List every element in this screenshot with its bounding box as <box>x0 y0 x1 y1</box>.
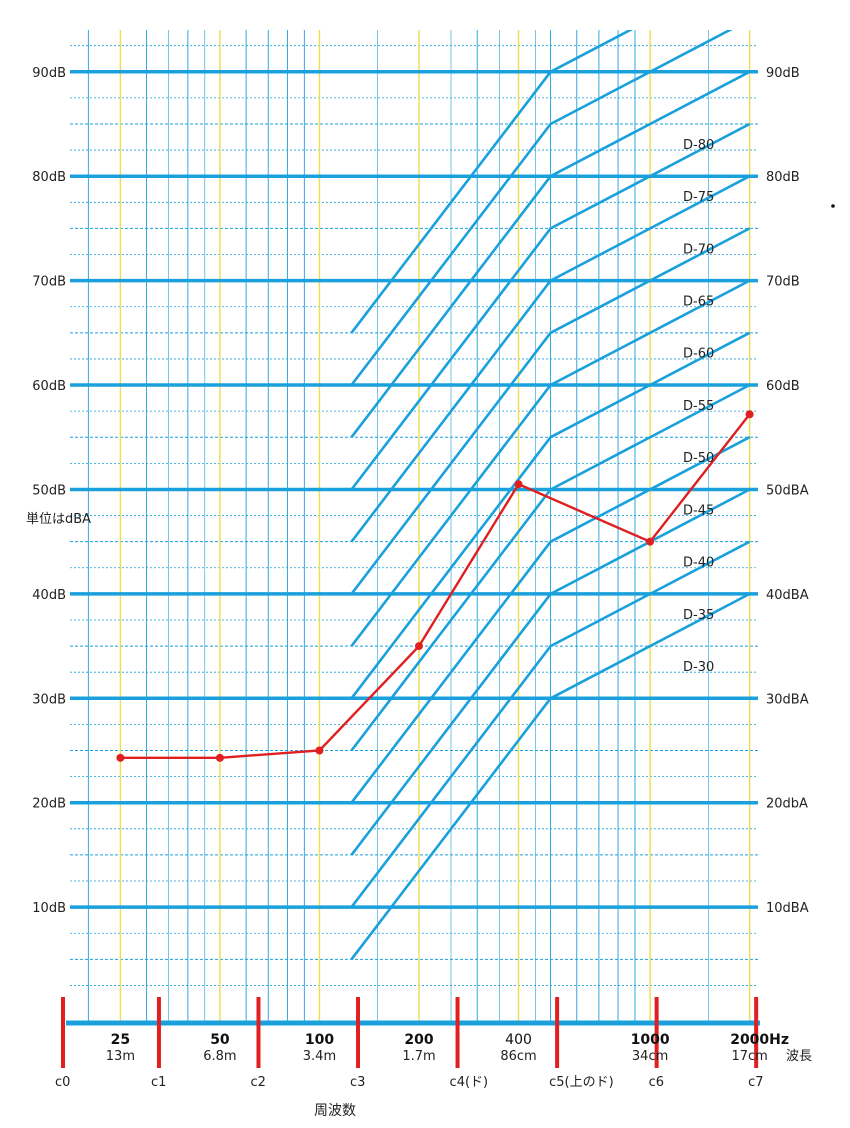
frequency-label: 25 <box>111 1032 130 1048</box>
y-tick-label-right: 30dBA <box>766 692 809 707</box>
d-curve-label: D-35 <box>683 608 714 623</box>
wavelength-label: 86cm <box>500 1049 536 1064</box>
y-tick-label-right: 60dB <box>766 379 800 394</box>
y-tick-label-right: 70dB <box>766 275 800 290</box>
data-point <box>745 410 754 419</box>
frequency-label: 50 <box>210 1032 230 1048</box>
grid <box>70 30 758 1022</box>
y-tick-label-left: 10dB <box>32 901 66 916</box>
frequency-label: 2000Hz <box>730 1032 789 1048</box>
y-tick-label-right: 20dbA <box>766 797 808 812</box>
wavelength-axis-label: 波長 <box>786 1049 812 1064</box>
d-curve-label: D-55 <box>683 399 714 414</box>
octave-label: c0 <box>55 1075 70 1090</box>
y-tick-label-left: 50dB <box>32 483 66 498</box>
wavelength-label: 6.8m <box>203 1049 236 1064</box>
d-curve <box>350 436 751 804</box>
d-curve <box>350 592 751 961</box>
labels: D-80 D-75 D-70 D-65 D-60 D-55 D-50 D-45 D-40 D-35… <box>26 66 835 1119</box>
data-point <box>215 753 224 762</box>
octave-label: c2 <box>250 1075 265 1090</box>
y-tick-label-left: 70dB <box>32 275 66 290</box>
data-point <box>414 642 423 651</box>
d-curve-label: D-60 <box>683 347 714 362</box>
y-tick-label-right: 10dBA <box>766 901 809 916</box>
y-tick-label-right: 50dBA <box>766 483 809 498</box>
y-tick-label-left: 20dB <box>32 797 66 812</box>
d-curve-label: D-70 <box>683 242 714 257</box>
d-curve <box>350 383 751 752</box>
d-curve <box>350 30 633 334</box>
d-curve <box>350 540 751 908</box>
d-curve <box>350 70 751 438</box>
d-curve-label: D-80 <box>683 138 714 153</box>
frequency-label: 100 <box>305 1032 334 1048</box>
measured-series <box>116 410 754 762</box>
data-point <box>315 746 324 755</box>
octave-label: c4(ド) <box>450 1075 489 1090</box>
y-tick-label-left: 30dB <box>32 692 66 707</box>
octave-label: c7 <box>748 1075 763 1090</box>
frequency-label: 400 <box>505 1032 532 1048</box>
series-line <box>120 413 751 759</box>
wavelength-label: 1.7m <box>402 1049 435 1064</box>
y-tick-label-left: 90dB <box>32 66 66 81</box>
stray-dot <box>831 204 835 208</box>
d-curve <box>350 122 751 491</box>
frequency-label: 200 <box>404 1032 433 1048</box>
data-point <box>646 537 655 546</box>
octave-label: c3 <box>350 1075 365 1090</box>
d-curve-label: D-50 <box>683 451 714 466</box>
y-tick-label-left: 60dB <box>32 379 66 394</box>
wavelength-label: 13m <box>106 1049 135 1064</box>
wavelength-label: 3.4m <box>303 1049 336 1064</box>
data-point <box>116 753 125 762</box>
y-tick-label-right: 90dB <box>766 66 800 81</box>
d-curve <box>350 279 751 647</box>
d-curve <box>350 331 751 700</box>
wavelength-label: 17cm <box>731 1049 767 1064</box>
d-curve <box>350 488 751 856</box>
d-curve-label: D-65 <box>683 294 714 309</box>
y-tick-label-left: 80dB <box>32 170 66 185</box>
frequency-label: 1000 <box>631 1032 670 1048</box>
unit-label: 単位はdBA <box>26 511 91 527</box>
axes <box>61 997 760 1068</box>
octave-label: c6 <box>649 1075 664 1090</box>
d-curve-label: D-45 <box>683 503 714 518</box>
y-tick-label-left: 40dB <box>32 588 66 603</box>
d-curve-label: D-30 <box>683 660 714 675</box>
d-curves <box>350 30 751 961</box>
octave-label: c5(上のド) <box>549 1075 614 1090</box>
wavelength-label: 34cm <box>632 1049 668 1064</box>
d-curve-label: D-75 <box>683 190 714 205</box>
data-point <box>514 480 523 489</box>
d-curve <box>350 175 751 543</box>
x-axis-title: 周波数 <box>314 1103 356 1119</box>
d-curve <box>350 227 751 595</box>
d-curve-label: D-40 <box>683 556 714 571</box>
d-curve <box>350 30 733 386</box>
y-tick-label-right: 40dBA <box>766 588 809 603</box>
y-tick-label-right: 80dB <box>766 170 800 185</box>
octave-label: c1 <box>151 1075 166 1090</box>
